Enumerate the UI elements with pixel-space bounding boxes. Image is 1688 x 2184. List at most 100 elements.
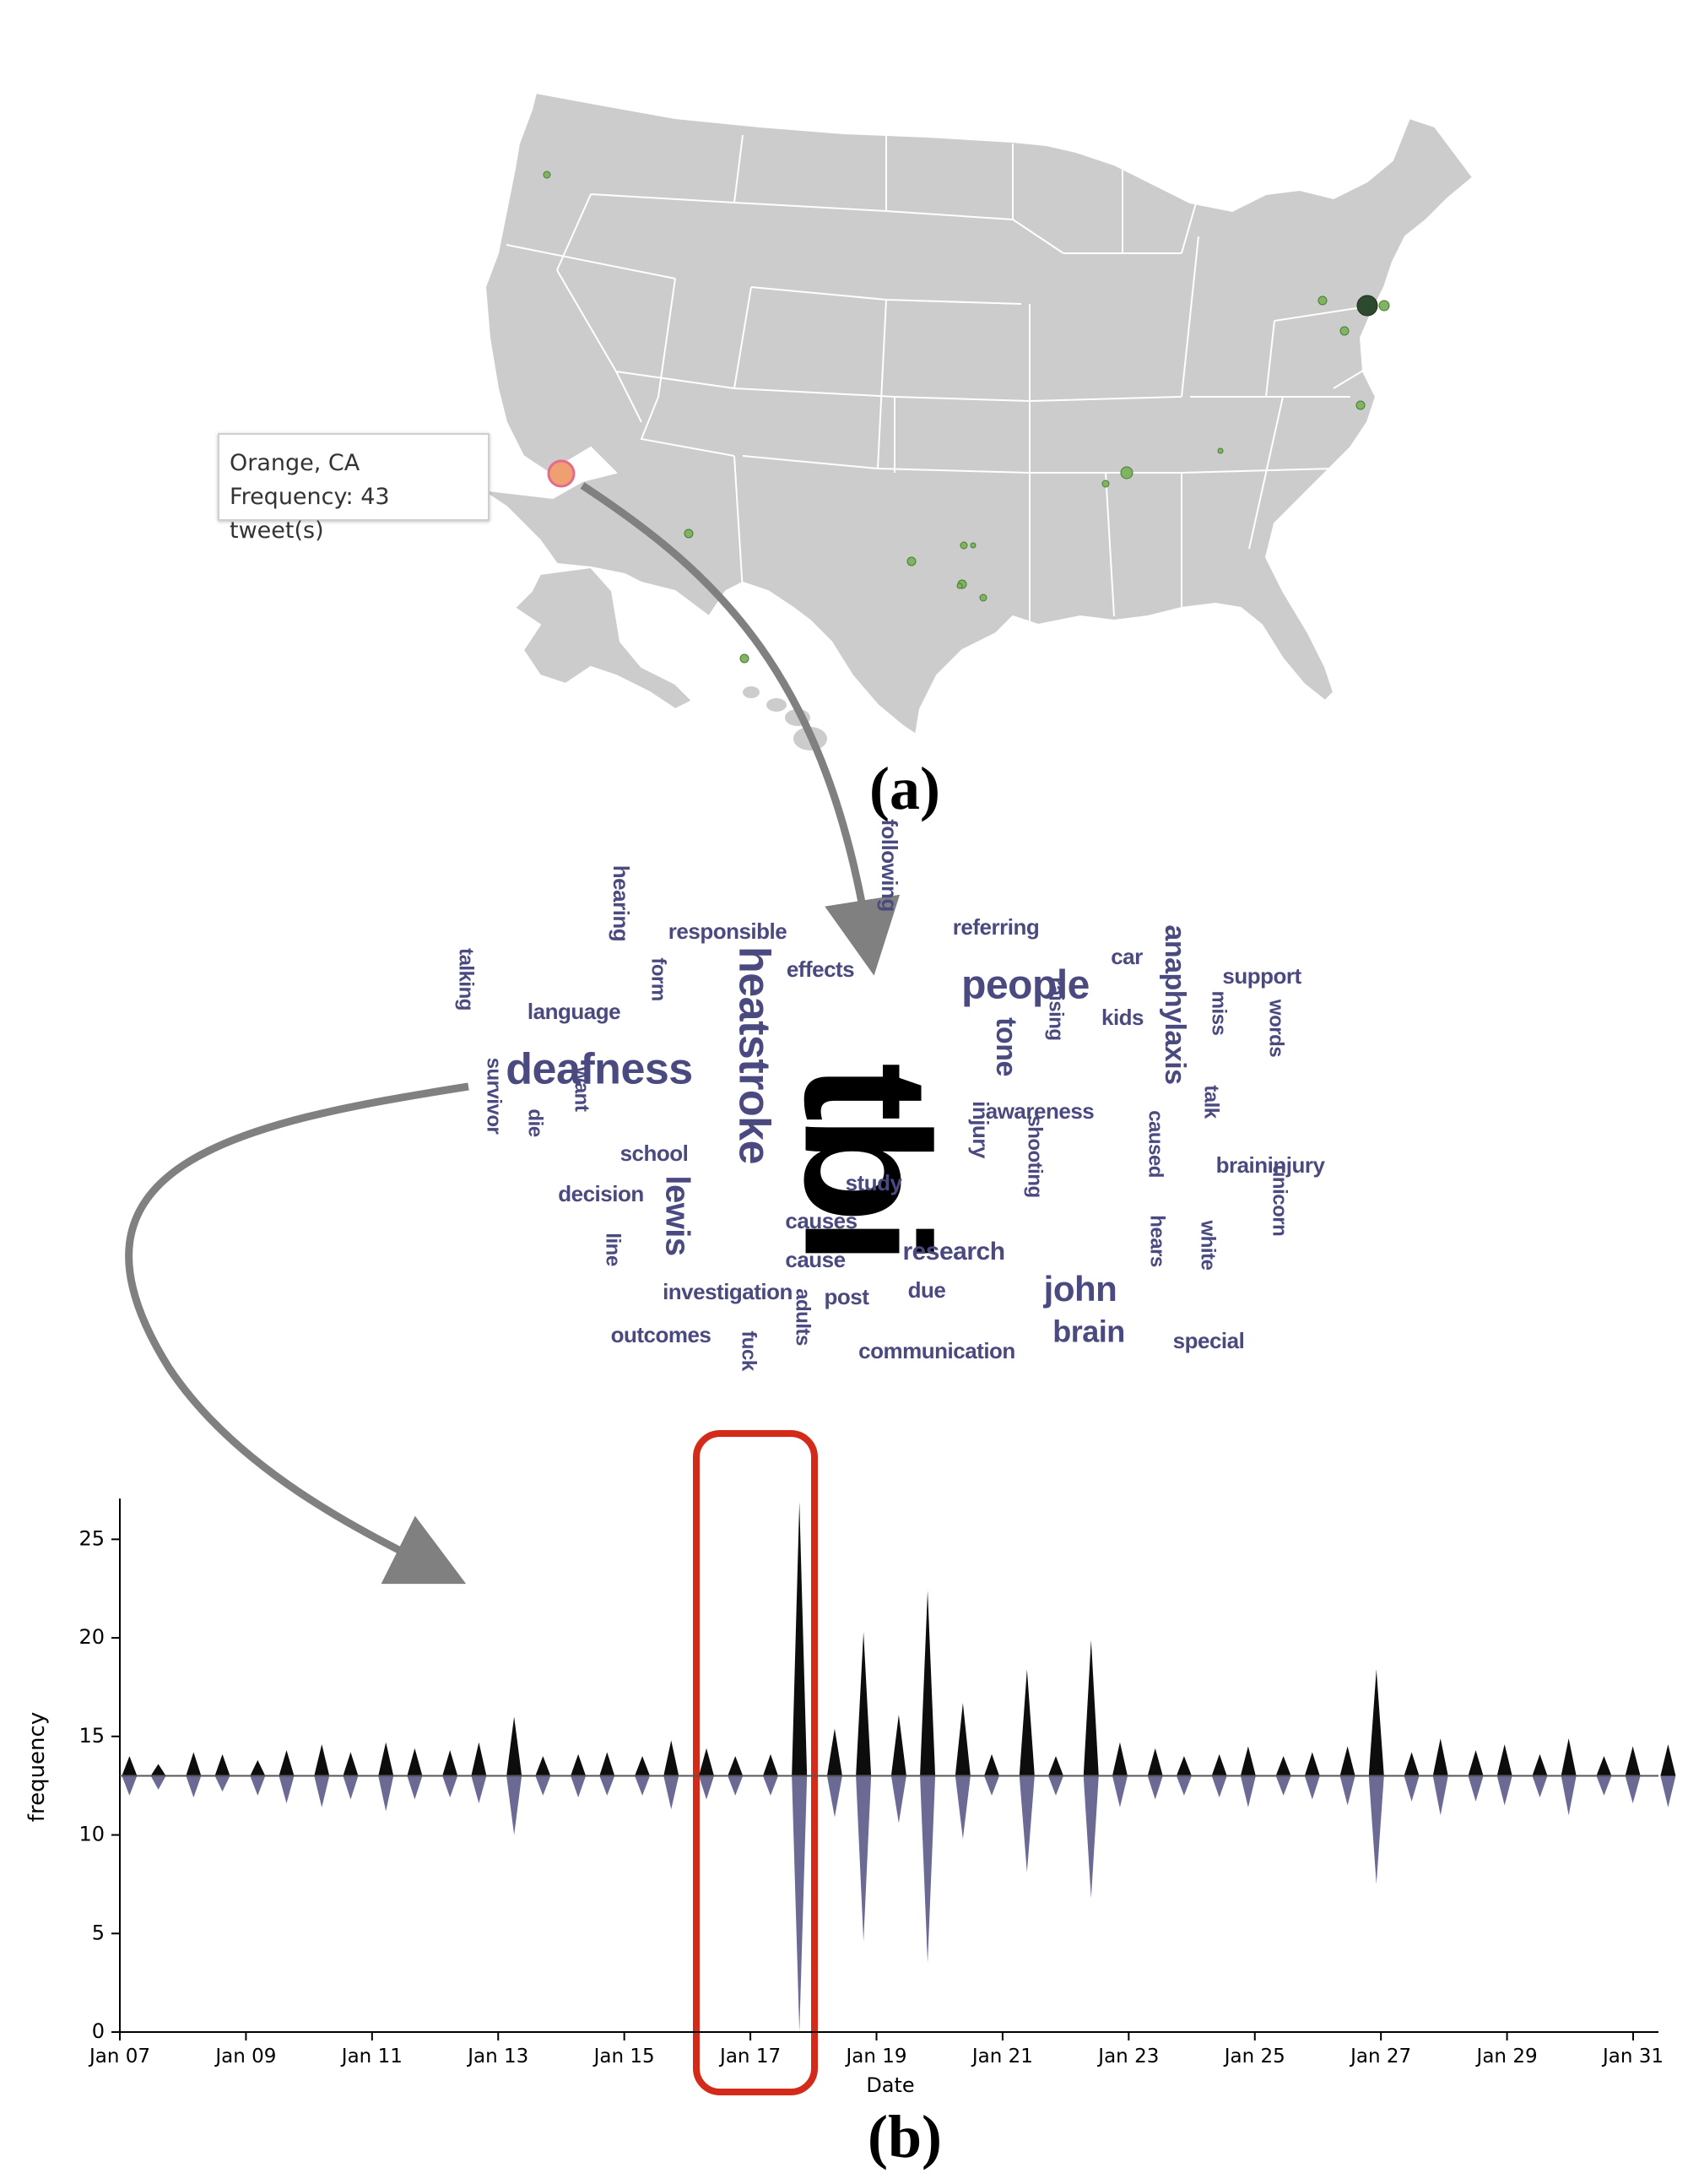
word-cloud-word[interactable]: hearing — [609, 865, 634, 941]
word-cloud-word[interactable]: special — [1173, 1328, 1245, 1353]
series-spike[interactable] — [1339, 1775, 1355, 1806]
series-spike[interactable] — [471, 1742, 487, 1776]
series-spike[interactable] — [792, 1501, 808, 1776]
series-spike[interactable] — [471, 1775, 487, 1804]
series-spike[interactable] — [186, 1752, 202, 1776]
series-spike[interactable] — [1368, 1775, 1384, 1884]
series-spike[interactable] — [984, 1775, 1000, 1796]
word-cloud-word[interactable]: awareness — [986, 1098, 1095, 1124]
series-spike[interactable] — [826, 1728, 842, 1776]
series-spike[interactable] — [663, 1740, 679, 1776]
word-cloud-word[interactable]: raising — [1045, 977, 1068, 1040]
series-spike[interactable] — [1147, 1775, 1163, 1800]
word-cloud-word[interactable]: line — [602, 1233, 625, 1265]
series-spike[interactable] — [279, 1775, 295, 1804]
series-spike[interactable] — [599, 1752, 615, 1776]
map-marker[interactable] — [1120, 466, 1133, 480]
series-spike[interactable] — [250, 1775, 266, 1796]
word-cloud-word[interactable]: hears — [1146, 1215, 1169, 1267]
word-cloud-word[interactable]: miss — [1208, 991, 1231, 1036]
word-cloud-word[interactable]: heatstroke — [729, 946, 778, 1164]
series-spike[interactable] — [378, 1775, 394, 1812]
word-cloud-word[interactable]: people — [961, 963, 1090, 1008]
series-spike[interactable] — [1147, 1748, 1163, 1776]
series-spike[interactable] — [1047, 1756, 1063, 1776]
series-spike[interactable] — [571, 1775, 587, 1798]
map-marker[interactable] — [543, 171, 551, 179]
series-spike[interactable] — [343, 1775, 359, 1800]
word-cloud-word[interactable]: car — [1111, 944, 1143, 969]
map-marker[interactable] — [1356, 295, 1378, 317]
series-spike[interactable] — [442, 1775, 458, 1798]
word-cloud-word[interactable]: deafness — [506, 1045, 693, 1094]
series-spike[interactable] — [1176, 1775, 1192, 1796]
series-spike[interactable] — [186, 1775, 202, 1798]
map-marker[interactable] — [979, 593, 987, 602]
word-cloud-word[interactable]: cause — [785, 1247, 846, 1272]
series-spike[interactable] — [535, 1775, 551, 1796]
word-cloud-word[interactable]: referring — [953, 914, 1040, 940]
series-spike[interactable] — [1404, 1752, 1420, 1776]
series-spike[interactable] — [535, 1756, 551, 1776]
series-spike[interactable] — [1596, 1756, 1612, 1776]
word-cloud-word[interactable]: research — [902, 1238, 1005, 1265]
series-spike[interactable] — [635, 1775, 651, 1796]
series-spike[interactable] — [699, 1748, 715, 1776]
series-spike[interactable] — [1496, 1775, 1512, 1806]
series-spike[interactable] — [1240, 1775, 1256, 1807]
word-cloud-word[interactable]: lewis — [658, 1175, 695, 1255]
series-spike[interactable] — [955, 1703, 971, 1776]
word-cloud-word[interactable]: brain — [1052, 1314, 1125, 1349]
series-spike[interactable] — [1468, 1750, 1484, 1776]
map-marker[interactable] — [1355, 400, 1366, 410]
series-spike[interactable] — [343, 1752, 359, 1776]
word-cloud-word[interactable]: braininjury — [1216, 1152, 1326, 1178]
series-spike[interactable] — [1432, 1738, 1448, 1776]
map-marker[interactable] — [739, 653, 749, 664]
map-marker[interactable] — [684, 528, 694, 539]
series-spike[interactable] — [1404, 1775, 1420, 1802]
series-spike[interactable] — [150, 1775, 166, 1790]
series-spike[interactable] — [506, 1775, 522, 1835]
series-spike[interactable] — [856, 1775, 872, 1942]
word-cloud-word[interactable]: outcomes — [611, 1322, 711, 1347]
series-spike[interactable] — [1240, 1746, 1256, 1776]
series-spike[interactable] — [1176, 1756, 1192, 1776]
series-spike[interactable] — [728, 1775, 744, 1796]
series-spike[interactable] — [1304, 1752, 1320, 1776]
series-spike[interactable] — [1211, 1753, 1227, 1776]
series-spike[interactable] — [279, 1750, 295, 1776]
word-cloud-word[interactable]: language — [528, 999, 621, 1024]
word-cloud-word[interactable]: decision — [558, 1181, 644, 1206]
word-cloud-word[interactable]: post — [825, 1284, 870, 1309]
word-cloud-word[interactable]: die — [524, 1108, 547, 1136]
map-marker[interactable] — [1378, 300, 1390, 312]
series-spike[interactable] — [1625, 1746, 1641, 1776]
series-spike[interactable] — [1532, 1775, 1548, 1798]
word-cloud-word[interactable]: talking — [455, 948, 478, 1011]
map-marker[interactable] — [970, 542, 977, 549]
series-spike[interactable] — [890, 1775, 906, 1824]
series-spike[interactable] — [1561, 1775, 1577, 1816]
series-spike[interactable] — [1083, 1775, 1099, 1899]
series-spike[interactable] — [792, 1775, 808, 2033]
series-spike[interactable] — [1047, 1775, 1063, 1796]
series-spike[interactable] — [1596, 1775, 1612, 1796]
word-cloud-word[interactable]: anaphylaxis — [1159, 924, 1191, 1084]
series-spike[interactable] — [1339, 1746, 1355, 1776]
map-marker[interactable] — [960, 541, 968, 550]
word-cloud-word[interactable]: school — [620, 1141, 689, 1166]
series-spike[interactable] — [506, 1716, 522, 1776]
series-spike[interactable] — [1468, 1775, 1484, 1802]
map-marker[interactable] — [956, 583, 963, 589]
map-marker[interactable] — [1339, 326, 1350, 336]
word-cloud-word[interactable]: talk — [1200, 1085, 1223, 1119]
word-cloud-word[interactable]: form — [647, 957, 670, 1000]
series-spike[interactable] — [1496, 1744, 1512, 1776]
series-spike[interactable] — [1019, 1775, 1035, 1872]
series-spike[interactable] — [856, 1632, 872, 1776]
series-spike[interactable] — [407, 1775, 423, 1800]
series-spike[interactable] — [826, 1775, 842, 1818]
series-spike[interactable] — [378, 1742, 394, 1776]
word-cloud-word[interactable]: unicorn — [1269, 1165, 1291, 1237]
